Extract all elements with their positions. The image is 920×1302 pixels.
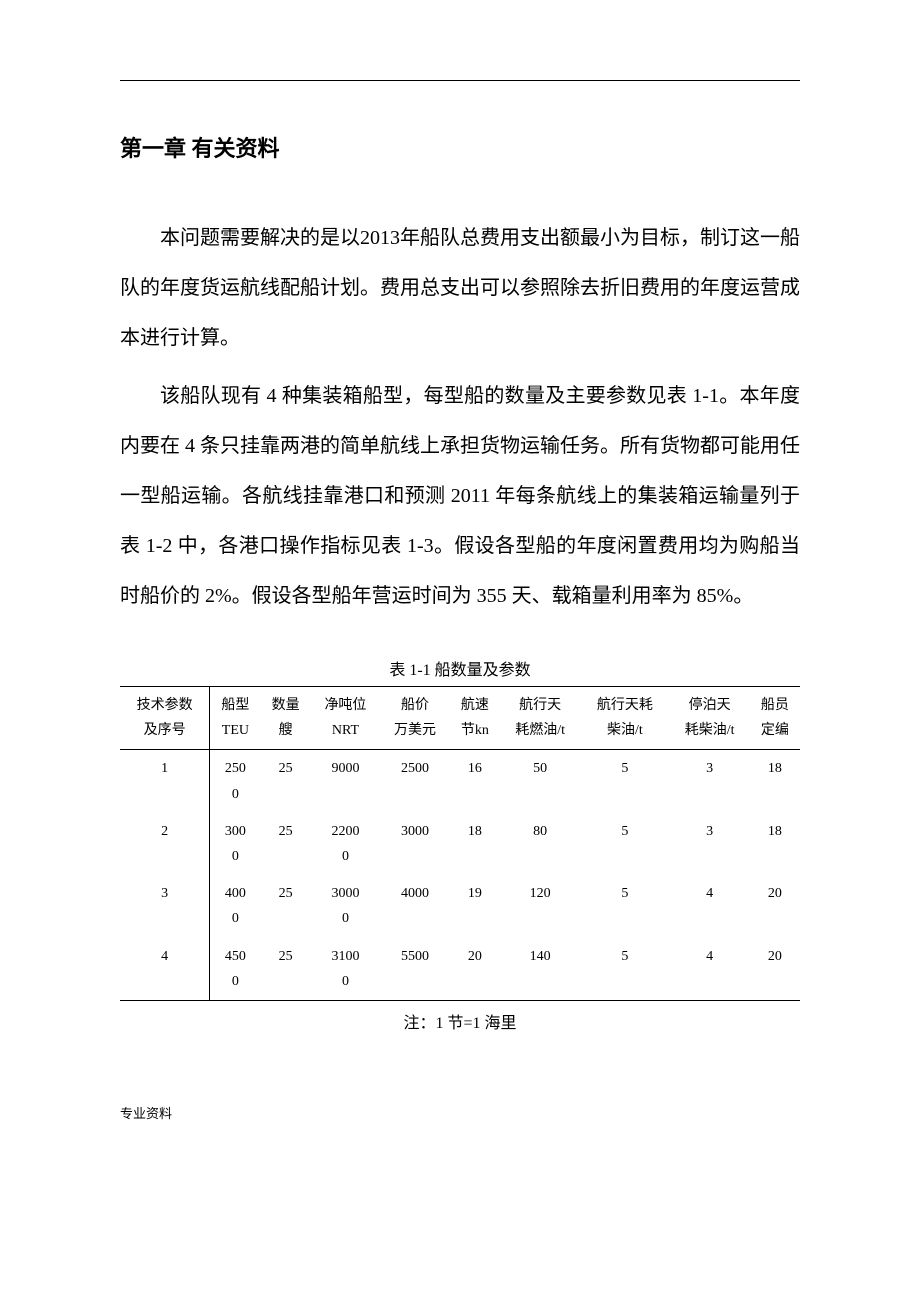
table-cell: 1: [120, 750, 210, 813]
ship-parameters-table: 技术参数 及序号 船型 TEU 数量 艘 净吨位 NRT 船价 万美元 航速 节…: [120, 686, 800, 1001]
table-cell: 18: [750, 750, 800, 813]
header-fuel-sailing: 航行天 耗燃油/t: [500, 687, 580, 750]
chapter-title: 第一章 有关资料: [120, 131, 800, 163]
table-cell: 5: [580, 938, 669, 1001]
table-cell: 18: [450, 813, 500, 875]
table-cell: 140: [500, 938, 580, 1001]
table-cell: 16: [450, 750, 500, 813]
paragraph-1: 本问题需要解决的是以2013年船队总费用支出额最小为目标，制订这一船队的年度货运…: [120, 213, 800, 363]
table-cell: 25: [261, 938, 311, 1001]
table-cell: 2: [120, 813, 210, 875]
table-cell: 25: [261, 813, 311, 875]
table-header-row: 技术参数 及序号 船型 TEU 数量 艘 净吨位 NRT 船价 万美元 航速 节…: [120, 687, 800, 750]
table-row: 3400025300004000191205420: [120, 875, 800, 937]
table-cell: 5: [580, 813, 669, 875]
table-cell: 4: [669, 875, 749, 937]
table-cell: 30000: [311, 875, 381, 937]
table-cell: 9000: [311, 750, 381, 813]
table-header: 技术参数 及序号 船型 TEU 数量 艘 净吨位 NRT 船价 万美元 航速 节…: [120, 687, 800, 750]
table-cell: 4000: [210, 875, 261, 937]
table-cell: 5: [580, 875, 669, 937]
table-row: 12500259000250016505318: [120, 750, 800, 813]
table-cell: 25: [261, 750, 311, 813]
table-cell: 20: [750, 938, 800, 1001]
header-crew: 船员 定编: [750, 687, 800, 750]
table-cell: 20: [450, 938, 500, 1001]
table-cell: 22000: [311, 813, 381, 875]
table-row: 4450025310005500201405420: [120, 938, 800, 1001]
table-cell: 3000: [380, 813, 450, 875]
header-nrt: 净吨位 NRT: [311, 687, 381, 750]
table-cell: 2500: [210, 750, 261, 813]
table-cell: 3: [669, 813, 749, 875]
header-quantity: 数量 艘: [261, 687, 311, 750]
table-cell: 19: [450, 875, 500, 937]
table-cell: 120: [500, 875, 580, 937]
top-horizontal-rule: [120, 80, 800, 81]
table-caption: 表 1-1 船数量及参数: [120, 656, 800, 680]
table-note: 注：1 节=1 海里: [120, 1009, 800, 1033]
table-cell: 25: [261, 875, 311, 937]
header-tech-param: 技术参数 及序号: [120, 687, 210, 750]
table-cell: 4500: [210, 938, 261, 1001]
table-row: 230002522000300018805318: [120, 813, 800, 875]
table-cell: 3000: [210, 813, 261, 875]
table-cell: 18: [750, 813, 800, 875]
header-speed: 航速 节kn: [450, 687, 500, 750]
header-ship-type: 船型 TEU: [210, 687, 261, 750]
table-cell: 5500: [380, 938, 450, 1001]
paragraph-2: 该船队现有 4 种集装箱船型，每型船的数量及主要参数见表 1-1。本年度内要在 …: [120, 371, 800, 621]
table-cell: 4000: [380, 875, 450, 937]
footer-text: 专业资料: [120, 1103, 800, 1122]
header-diesel-port: 停泊天 耗柴油/t: [669, 687, 749, 750]
table-cell: 3: [669, 750, 749, 813]
table-cell: 2500: [380, 750, 450, 813]
header-diesel-sailing: 航行天耗 柴油/t: [580, 687, 669, 750]
table-cell: 50: [500, 750, 580, 813]
table-cell: 3: [120, 875, 210, 937]
table-cell: 4: [669, 938, 749, 1001]
table-cell: 80: [500, 813, 580, 875]
table-cell: 31000: [311, 938, 381, 1001]
table-cell: 4: [120, 938, 210, 1001]
table-cell: 20: [750, 875, 800, 937]
table-body: 1250025900025001650531823000252200030001…: [120, 750, 800, 1001]
table-cell: 5: [580, 750, 669, 813]
header-price: 船价 万美元: [380, 687, 450, 750]
